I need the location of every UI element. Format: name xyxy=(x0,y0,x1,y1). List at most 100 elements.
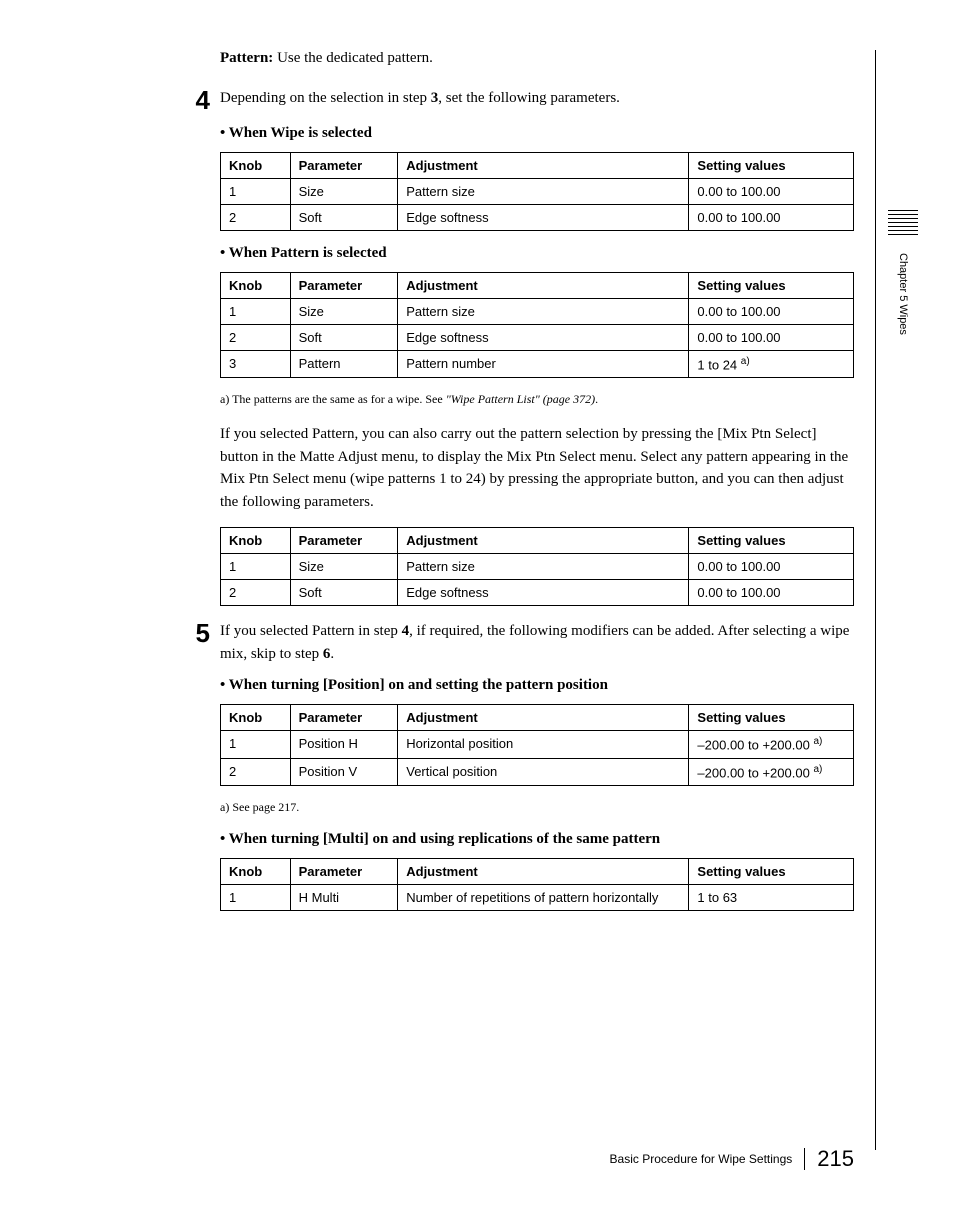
table-row: 1 Size Pattern size 0.00 to 100.00 xyxy=(221,179,854,205)
cell-sup: a) xyxy=(813,736,822,747)
cell: 0.00 to 100.00 xyxy=(689,179,854,205)
pattern-paragraph: If you selected Pattern, you can also ca… xyxy=(220,423,854,513)
cell: 2 xyxy=(221,325,291,351)
table-row: 1 Size Pattern size 0.00 to 100.00 xyxy=(221,299,854,325)
table-mix: Knob Parameter Adjustment Setting values… xyxy=(220,527,854,606)
cell: Size xyxy=(290,554,398,580)
cell: Edge softness xyxy=(398,205,689,231)
cell: Number of repetitions of pattern horizon… xyxy=(398,884,689,910)
cell: Edge softness xyxy=(398,580,689,606)
th-param: Parameter xyxy=(290,705,398,731)
step-4-t1: Depending on the selection in step xyxy=(220,90,431,106)
cell: 3 xyxy=(221,351,291,378)
cell-val: 1 to 24 xyxy=(697,357,740,372)
th-param: Parameter xyxy=(290,528,398,554)
cell: –200.00 to +200.00 a) xyxy=(689,758,854,785)
th-knob: Knob xyxy=(221,705,291,731)
cell: 0.00 to 100.00 xyxy=(689,325,854,351)
table-header-row: Knob Parameter Adjustment Setting values xyxy=(221,153,854,179)
thumb-index-icon xyxy=(888,210,918,235)
chapter-label: Chapter 5 Wipes xyxy=(897,253,909,335)
bullet-multi: When turning [Multi] on and using replic… xyxy=(220,831,854,848)
cell: 0.00 to 100.00 xyxy=(689,554,854,580)
table-row: 1 Position H Horizontal position –200.00… xyxy=(221,731,854,758)
th-knob: Knob xyxy=(221,273,291,299)
table-row: 3 Pattern Pattern number 1 to 24 a) xyxy=(221,351,854,378)
cell: Pattern xyxy=(290,351,398,378)
footnote-a: a) The patterns are the same as for a wi… xyxy=(220,392,854,407)
cell: 0.00 to 100.00 xyxy=(689,205,854,231)
th-adj: Adjustment xyxy=(398,858,689,884)
cell: Pattern size xyxy=(398,179,689,205)
th-param: Parameter xyxy=(290,153,398,179)
th-set: Setting values xyxy=(689,273,854,299)
right-rule xyxy=(875,50,876,1150)
cell: 0.00 to 100.00 xyxy=(689,580,854,606)
table-row: 1 Size Pattern size 0.00 to 100.00 xyxy=(221,554,854,580)
cell: Horizontal position xyxy=(398,731,689,758)
table-row: 2 Position V Vertical position –200.00 t… xyxy=(221,758,854,785)
th-set: Setting values xyxy=(689,153,854,179)
cell: Size xyxy=(290,299,398,325)
table-row: 2 Soft Edge softness 0.00 to 100.00 xyxy=(221,205,854,231)
s5-r1: 4 xyxy=(402,623,410,639)
pattern-text: Use the dedicated pattern. xyxy=(273,50,433,66)
cell: 1 to 63 xyxy=(689,884,854,910)
step-4-number: 4 xyxy=(174,87,210,113)
cell: 1 xyxy=(221,554,291,580)
page-number: 215 xyxy=(817,1146,854,1172)
cell: 2 xyxy=(221,580,291,606)
step-4-t2: , set the following parameters. xyxy=(438,90,620,106)
cell: Pattern size xyxy=(398,554,689,580)
s5-t1: If you selected Pattern in step xyxy=(220,623,402,639)
cell: Size xyxy=(290,179,398,205)
cell: 1 xyxy=(221,179,291,205)
cell: 2 xyxy=(221,205,291,231)
table-header-row: Knob Parameter Adjustment Setting values xyxy=(221,273,854,299)
cell: 0.00 to 100.00 xyxy=(689,299,854,325)
table-multi: Knob Parameter Adjustment Setting values… xyxy=(220,858,854,911)
step-5-body: If you selected Pattern in step 4, if re… xyxy=(220,620,854,665)
cell: Soft xyxy=(290,580,398,606)
cell: 1 xyxy=(221,731,291,758)
step-4-body: Depending on the selection in step 3, se… xyxy=(220,87,854,110)
cell: Soft xyxy=(290,205,398,231)
th-param: Parameter xyxy=(290,858,398,884)
table-position: Knob Parameter Adjustment Setting values… xyxy=(220,704,854,786)
table-pattern: Knob Parameter Adjustment Setting values… xyxy=(220,272,854,378)
cell: 2 xyxy=(221,758,291,785)
bullet-pattern: When Pattern is selected xyxy=(220,245,854,262)
cell: H Multi xyxy=(290,884,398,910)
th-param: Parameter xyxy=(290,273,398,299)
step-5-number: 5 xyxy=(174,620,210,646)
table-header-row: Knob Parameter Adjustment Setting values xyxy=(221,705,854,731)
th-adj: Adjustment xyxy=(398,153,689,179)
cell-val: –200.00 to +200.00 xyxy=(697,738,813,753)
cell: 1 xyxy=(221,884,291,910)
s5-t3: . xyxy=(330,646,334,662)
th-set: Setting values xyxy=(689,858,854,884)
fn-prefix: a) The patterns are the same as for a wi… xyxy=(220,392,446,406)
cell-sup: a) xyxy=(813,764,822,775)
th-adj: Adjustment xyxy=(398,273,689,299)
cell: Position H xyxy=(290,731,398,758)
step-5: 5 If you selected Pattern in step 4, if … xyxy=(220,620,854,665)
cell: Position V xyxy=(290,758,398,785)
bullet-position: When turning [Position] on and setting t… xyxy=(220,677,854,694)
pattern-intro: Pattern: Use the dedicated pattern. xyxy=(220,50,854,67)
table-header-row: Knob Parameter Adjustment Setting values xyxy=(221,528,854,554)
table-row: 1 H Multi Number of repetitions of patte… xyxy=(221,884,854,910)
cell: 1 xyxy=(221,299,291,325)
footer-divider xyxy=(804,1148,805,1170)
cell: –200.00 to +200.00 a) xyxy=(689,731,854,758)
cell: Vertical position xyxy=(398,758,689,785)
th-knob: Knob xyxy=(221,858,291,884)
cell: Soft xyxy=(290,325,398,351)
th-adj: Adjustment xyxy=(398,705,689,731)
cell: Pattern number xyxy=(398,351,689,378)
cell: Pattern size xyxy=(398,299,689,325)
table-wipe: Knob Parameter Adjustment Setting values… xyxy=(220,152,854,231)
table-header-row: Knob Parameter Adjustment Setting values xyxy=(221,858,854,884)
step-4: 4 Depending on the selection in step 3, … xyxy=(220,87,854,113)
side-tab: Chapter 5 Wipes xyxy=(888,210,918,335)
